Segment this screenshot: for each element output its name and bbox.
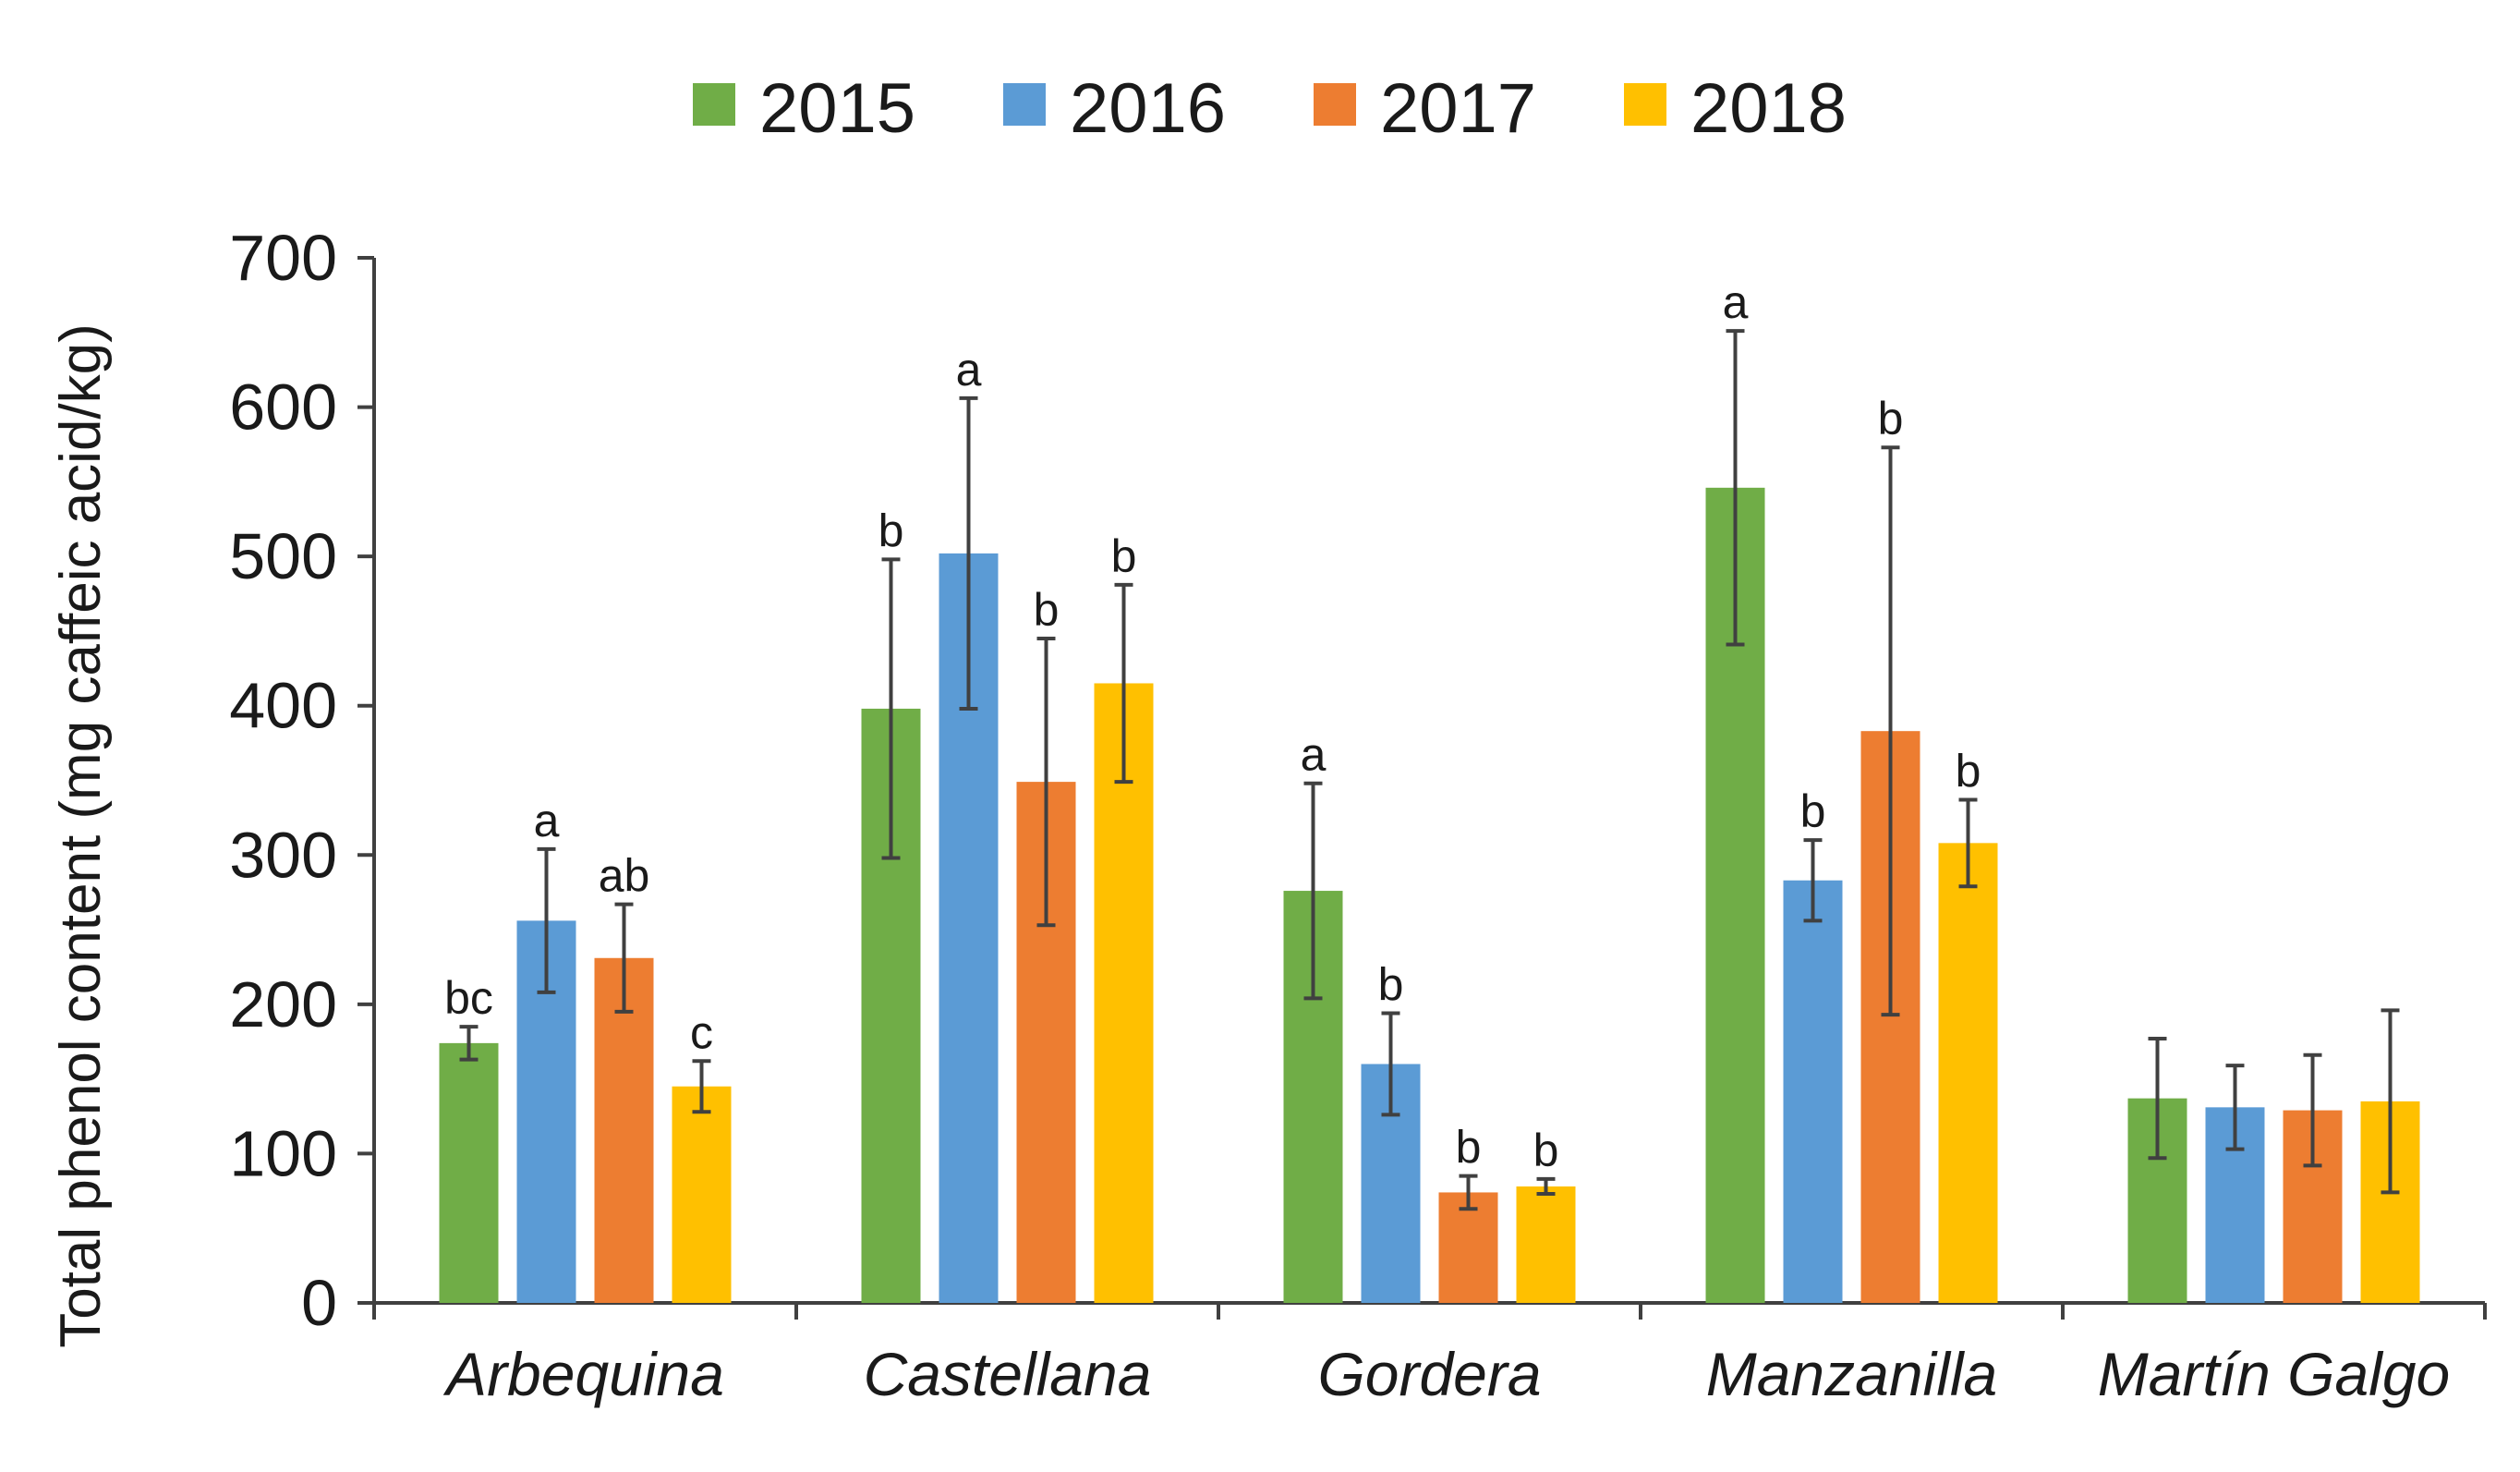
y-tick-label: 500 [229,520,337,592]
y-tick-label: 100 [229,1117,337,1189]
significance-letter: b [1800,785,1826,837]
significance-letter: bc [444,972,493,1024]
bar-2017 [1438,1192,1498,1303]
y-tick-label: 700 [229,222,337,294]
y-axis: 0 100 200 300 400 500 600 700 [229,222,376,1339]
legend-swatch-2015 [693,83,735,126]
x-category-label: Martín Galgo [2098,1340,2451,1408]
x-category-label: Manzanilla [1706,1340,1998,1408]
bar-2018 [1094,683,1154,1303]
bar-2015 [439,1042,499,1303]
legend-swatch-2018 [1624,83,1666,126]
significance-letter: ab [599,850,650,902]
significance-letter: b [1956,746,1981,797]
bar-2018 [1938,843,1998,1303]
bar-2016 [1783,880,1843,1303]
significance-letter: b [878,505,904,556]
significance-letter: b [1456,1122,1482,1174]
significance-letter: b [1034,584,1060,636]
legend-label-2017: 2017 [1380,69,1536,148]
y-axis-label: Total phenol content (mg caffeic acid/kg… [49,323,113,1348]
bar-2018 [1516,1186,1576,1303]
significance-letter: a [1723,276,1749,328]
x-category-label: Arbequina [442,1340,724,1408]
legend-label-2018: 2018 [1690,69,1847,148]
significance-letter: c [690,1006,713,1058]
legend-swatch-2017 [1314,83,1356,126]
x-axis: Arbequina Castellana Gordera Manzanilla Mart… [372,1301,2487,1408]
y-tick-label: 0 [301,1267,337,1339]
significance-letter: a [534,795,560,846]
chart-legend: 2015 2016 2017 2018 [693,69,1847,148]
legend-swatch-2016 [1003,83,1046,126]
x-category-label: Gordera [1317,1340,1541,1408]
significance-letter: b [1878,393,1904,444]
significance-letter: b [1111,530,1137,582]
x-category-label: Castellana [864,1340,1152,1408]
significance-letter: a [956,344,982,395]
bar-2017 [594,957,654,1303]
y-tick-label: 600 [229,371,337,444]
y-tick-label: 200 [229,968,337,1040]
significance-letter: b [1533,1125,1559,1176]
significance-letter: a [1301,729,1327,781]
y-tick-label: 300 [229,819,337,891]
legend-label-2015: 2015 [759,69,915,148]
legend-label-2016: 2016 [1070,69,1226,148]
significance-letter: b [1378,959,1404,1011]
bar-2018 [672,1086,732,1303]
y-tick-label: 400 [229,670,337,742]
